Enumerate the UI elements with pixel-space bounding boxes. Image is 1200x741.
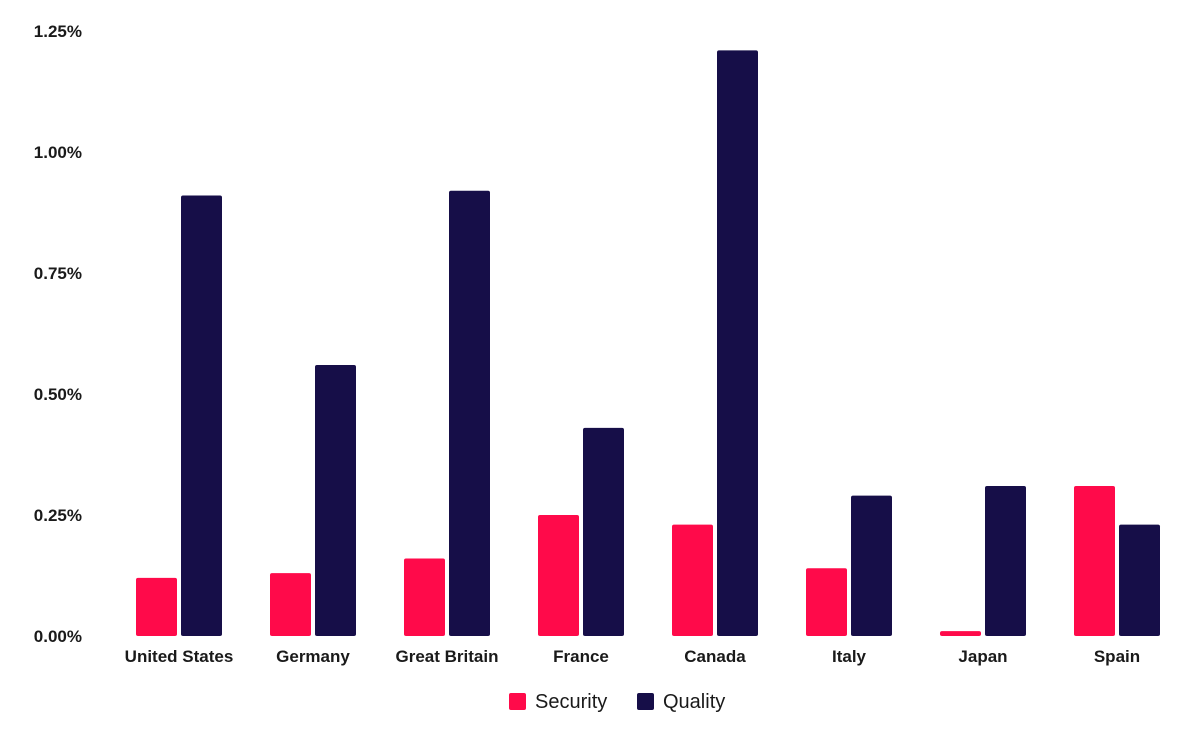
- y-tick-label: 0.00%: [34, 627, 82, 646]
- legend-swatch-security: [509, 693, 526, 710]
- x-axis: United States Germany Great Britain France C…: [125, 647, 1140, 666]
- legend-label-quality: Quality: [663, 691, 725, 713]
- bar-quality-france: [583, 427, 624, 636]
- x-category-label: Germany: [276, 647, 350, 666]
- bar-quality-japan: [985, 485, 1026, 636]
- bar-security-japan: [940, 631, 981, 636]
- bar-security-canada: [672, 524, 713, 636]
- bar-security-great-britain: [404, 558, 445, 636]
- y-tick-label: 1.25%: [34, 22, 82, 41]
- bar-quality-canada: [717, 50, 758, 637]
- x-category-label: France: [553, 647, 609, 666]
- bar-quality-united-states: [181, 195, 222, 636]
- y-tick-label: 0.50%: [34, 385, 82, 404]
- x-category-label: United States: [125, 647, 234, 666]
- bar-quality-germany: [315, 364, 356, 636]
- y-axis: 0.00% 0.25% 0.50% 0.75% 1.00% 1.25%: [34, 22, 82, 646]
- x-category-label: Spain: [1094, 647, 1140, 666]
- bar-security-france: [538, 515, 579, 636]
- bar-quality-spain: [1119, 524, 1160, 636]
- bars: [136, 50, 1160, 637]
- x-category-label: Italy: [832, 647, 867, 666]
- bar-quality-great-britain: [449, 190, 490, 636]
- bar-security-united-states: [136, 577, 177, 636]
- x-category-label: Canada: [684, 647, 746, 666]
- legend-label-security: Security: [535, 691, 607, 713]
- legend: Security Quality: [509, 691, 725, 713]
- x-category-label: Japan: [958, 647, 1007, 666]
- bar-security-germany: [270, 573, 311, 636]
- y-tick-label: 0.75%: [34, 264, 82, 283]
- legend-swatch-quality: [637, 693, 654, 710]
- y-tick-label: 0.25%: [34, 506, 82, 525]
- bar-security-spain: [1074, 485, 1115, 636]
- bar-security-italy: [806, 568, 847, 636]
- x-category-label: Great Britain: [396, 647, 499, 666]
- y-tick-label: 1.00%: [34, 143, 82, 162]
- bar-quality-italy: [851, 495, 892, 636]
